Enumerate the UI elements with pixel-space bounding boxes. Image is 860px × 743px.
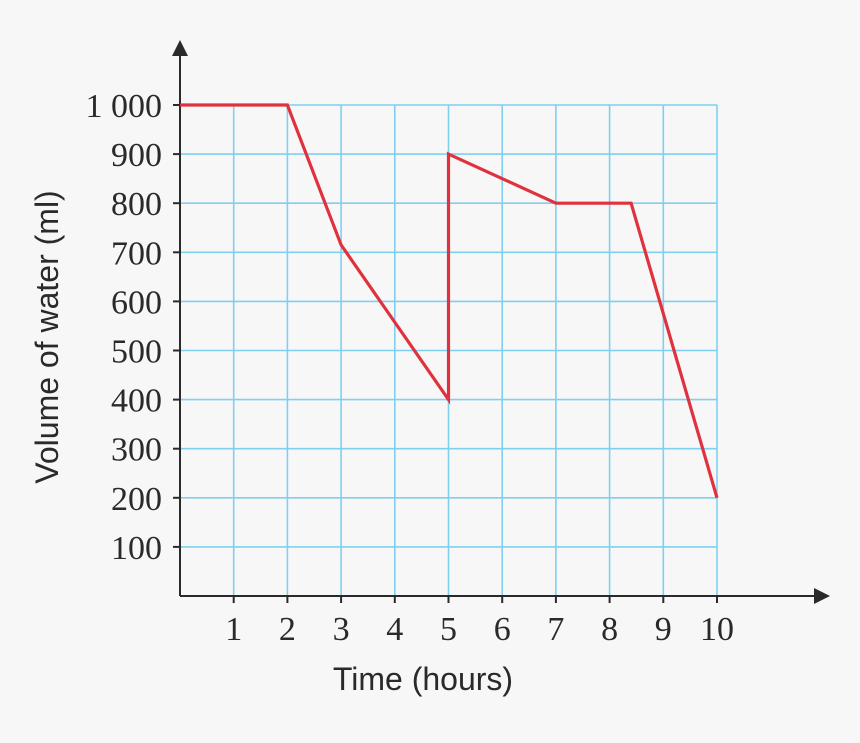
y-tick-label: 200 [111,481,162,518]
series-line [180,103,719,499]
x-axis-arrow [814,588,830,604]
y-tick-label: 500 [111,334,162,371]
x-tick-label: 7 [547,611,564,648]
x-tick-label: 9 [655,611,672,648]
data-series [179,103,719,499]
y-tick-label: 100 [111,530,162,567]
x-axis-title: Time (hours) [333,661,513,697]
y-tick-label: 300 [111,432,162,469]
x-tick-label: 3 [333,611,350,648]
y-tick-label: 400 [111,383,162,420]
y-tick-label: 800 [111,186,162,223]
x-tick-label: 8 [601,611,618,648]
y-tick-label: 1 000 [86,88,163,125]
y-axis-title: Volume of water (ml) [29,190,65,483]
x-tick-label: 5 [440,611,457,648]
x-tick-label: 1 [225,611,242,648]
y-tick-label: 900 [111,137,162,174]
x-tick-label: 2 [279,611,296,648]
x-tick-label: 6 [494,611,511,648]
y-tick-label: 700 [111,235,162,272]
axes [172,40,830,604]
x-tick-label: 4 [386,611,403,648]
x-tick-label: 10 [700,611,734,648]
y-axis-arrow [172,40,188,56]
y-tick-label: 600 [111,284,162,321]
tick-labels: 1 2 3 4 5 6 7 8 9 10 100 200 300 400 500 600 700 800 900 1 … [86,88,735,648]
